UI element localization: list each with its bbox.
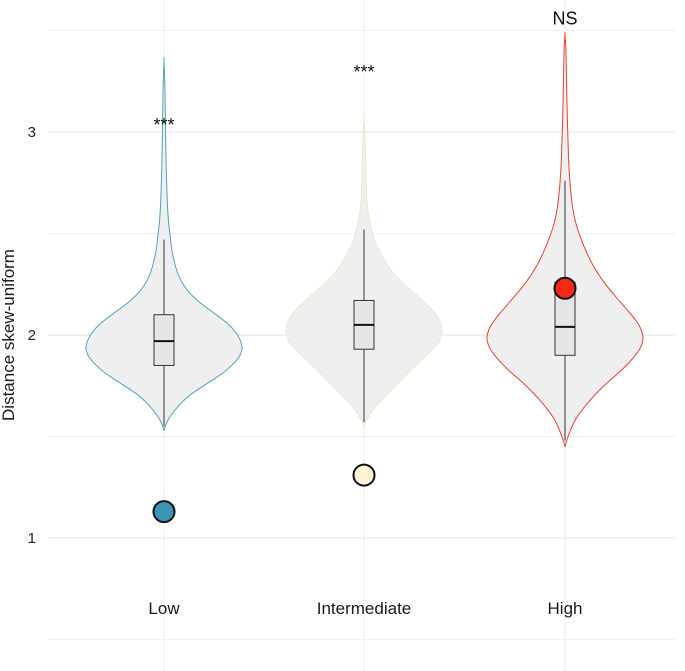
y-axis-title: Distance skew-uniform [0, 249, 18, 421]
significance-label: *** [353, 62, 374, 82]
y-tick-label: 1 [28, 530, 36, 547]
x-tick-label: Intermediate [317, 599, 412, 618]
y-tick-label: 2 [28, 327, 36, 344]
observed-marker-layer [152, 276, 577, 524]
x-tick-label: High [548, 599, 583, 618]
significance-label: NS [552, 9, 577, 29]
label-layer: 1 2 3 *** Low *** Intermediate NS High [28, 9, 583, 618]
observed-marker [152, 500, 176, 524]
significance-label: *** [153, 115, 174, 135]
box-layer [153, 180, 576, 441]
box-iqr [153, 314, 175, 366]
observed-marker [352, 463, 376, 487]
x-tick-label: Low [148, 599, 180, 618]
observed-marker [553, 276, 577, 300]
y-tick-label: 3 [28, 124, 36, 141]
